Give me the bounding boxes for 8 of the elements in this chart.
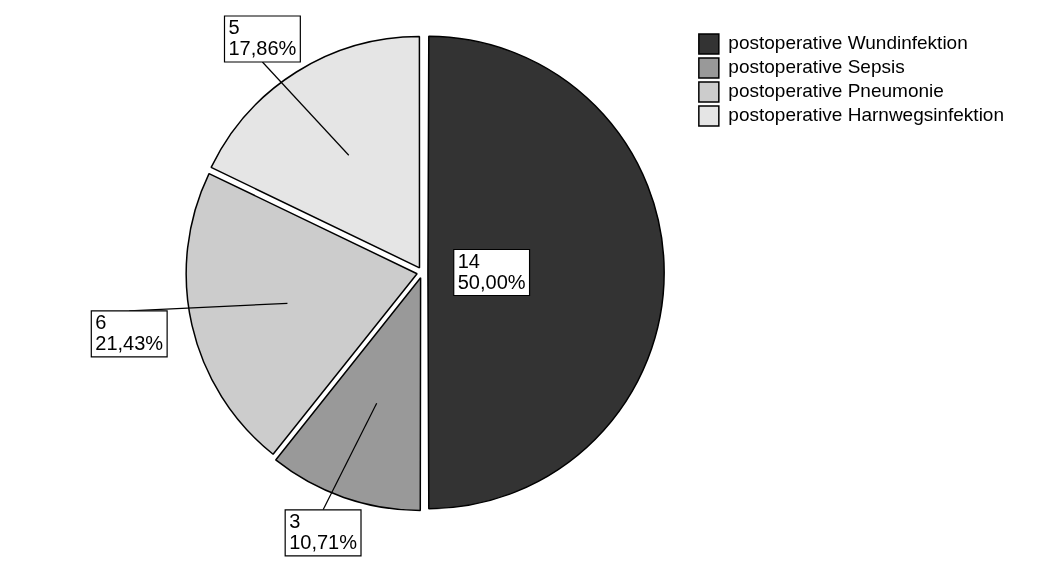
data-label: 5 17,86% — [228, 16, 297, 60]
legend-label: postoperative Pneumonie — [728, 80, 944, 102]
data-label: 6 21,43% — [95, 310, 164, 354]
data-label: 14 50,00% — [457, 249, 526, 293]
data-label: 3 10,71% — [289, 509, 358, 553]
legend-label: postoperative Sepsis — [728, 56, 905, 78]
legend-label: postoperative Wundinfektion — [728, 32, 968, 54]
legend-label: postoperative Harnwegsinfektion — [728, 104, 1005, 126]
